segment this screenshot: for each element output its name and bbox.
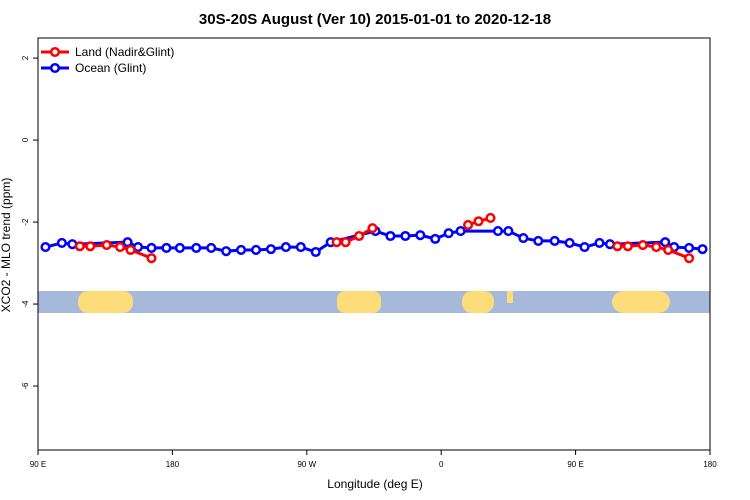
data-point — [74, 241, 85, 252]
data-point — [400, 230, 411, 242]
x-tick-label: 90 E — [30, 460, 46, 469]
y-tick-label: 0 — [21, 137, 30, 142]
data-point — [533, 235, 544, 246]
data-point — [549, 235, 560, 246]
data-point — [612, 241, 623, 252]
data-point — [415, 230, 426, 241]
data-point — [340, 237, 351, 248]
data-point — [622, 241, 633, 252]
data-point — [684, 242, 695, 253]
legend-label: Ocean (Glint) — [75, 61, 146, 75]
x-tick-label: 90 W — [297, 460, 316, 469]
data-point — [455, 226, 466, 237]
data-point — [161, 242, 172, 253]
legend-marker — [49, 62, 61, 74]
data-point — [579, 242, 590, 253]
data-point — [191, 242, 202, 253]
y-tick-label: -6 — [21, 382, 30, 390]
data-point — [463, 219, 474, 230]
x-tick-label: 180 — [703, 460, 717, 469]
data-point — [485, 212, 496, 224]
data-point — [295, 242, 306, 253]
data-point — [56, 237, 67, 249]
series-line — [79, 216, 690, 260]
data-point — [651, 242, 662, 253]
data-point — [250, 244, 262, 255]
data-point — [663, 244, 674, 255]
land-ocean-strip — [38, 291, 710, 313]
data-point — [473, 216, 484, 227]
data-point — [684, 253, 695, 264]
data-point — [492, 226, 503, 237]
data-point — [206, 242, 217, 253]
data-point — [265, 244, 277, 255]
x-tick-label: 180 — [166, 460, 180, 469]
data-point — [697, 244, 708, 255]
y-tick-label: -4 — [21, 300, 30, 308]
data-point — [85, 241, 96, 252]
data-point — [236, 244, 247, 255]
x-axis-label: Longitude (deg E) — [327, 477, 422, 491]
data-point — [354, 230, 365, 242]
data-point — [40, 242, 51, 253]
data-point — [367, 223, 378, 234]
data-point — [115, 242, 126, 253]
data-point — [518, 233, 529, 244]
x-tick-label: 90 E — [567, 460, 583, 469]
chart-title: 30S-20S August (Ver 10) 2015-01-01 to 20… — [199, 11, 551, 28]
data-point — [280, 242, 291, 253]
data-point — [122, 237, 133, 248]
legend-label: Land (Nadir&Glint) — [75, 45, 174, 59]
y-tick-label: -2 — [21, 218, 30, 226]
data-point — [174, 242, 185, 253]
data-point — [385, 230, 396, 242]
data-point — [430, 233, 441, 244]
data-point — [637, 239, 648, 251]
data-point — [660, 237, 671, 248]
legend-marker — [49, 46, 61, 58]
data-point — [594, 237, 605, 249]
data-point — [146, 242, 157, 253]
data-point — [310, 246, 321, 258]
x-tick-label: 0 — [439, 460, 444, 469]
data-point — [503, 226, 514, 237]
data-point — [101, 239, 112, 251]
y-tick-label: 2 — [21, 55, 30, 60]
data-point — [125, 244, 136, 255]
data-point — [331, 237, 342, 248]
y-axis-label: XCO2 - MLO trend (ppm) — [0, 178, 13, 313]
data-point — [146, 253, 157, 264]
plot-frame — [37, 37, 711, 451]
data-point — [221, 246, 232, 257]
data-point — [443, 228, 454, 239]
data-point — [564, 237, 575, 249]
